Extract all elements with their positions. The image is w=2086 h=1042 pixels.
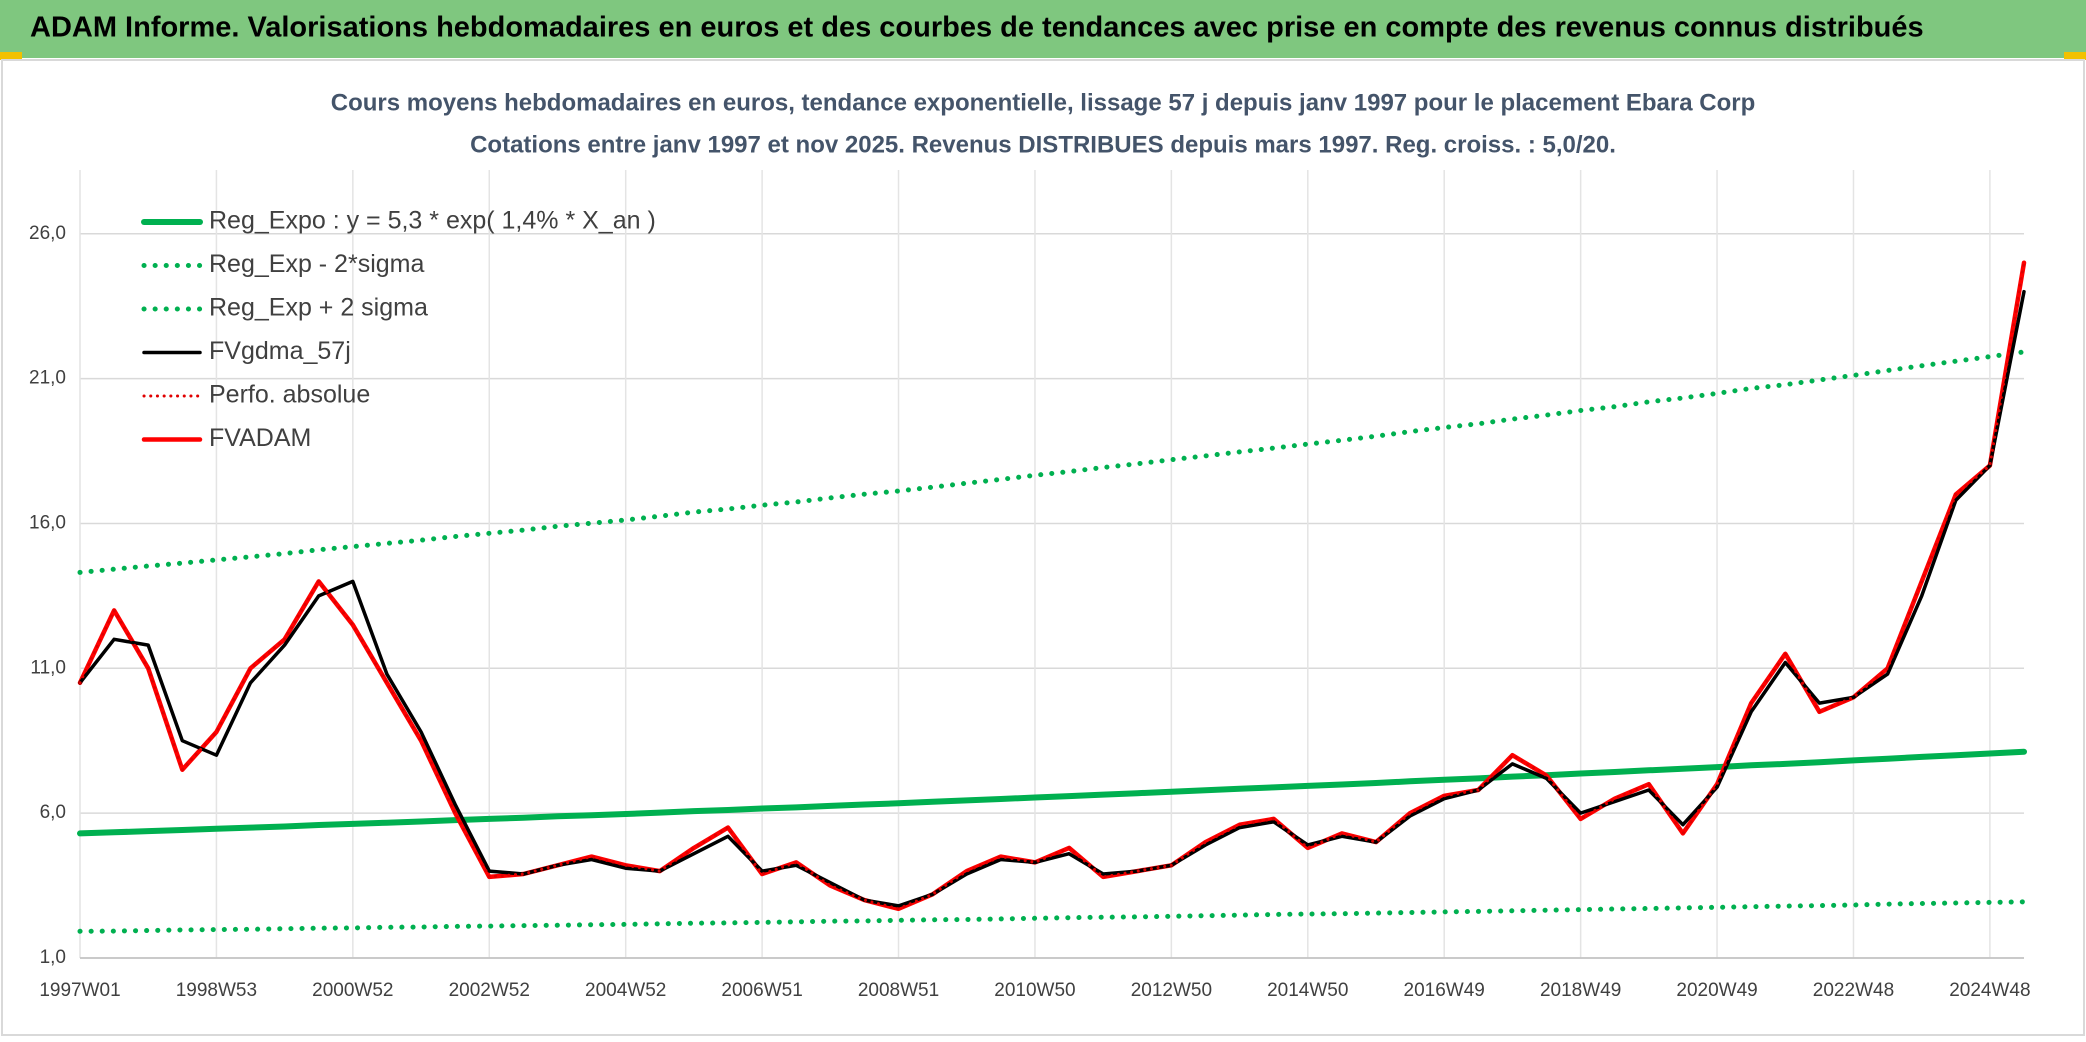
chart-border: [1, 59, 2085, 1036]
page-title: ADAM Informe. Valorisations hebdomadaire…: [30, 12, 1924, 44]
legend-label: FVADAM: [209, 424, 311, 452]
series-line: [78, 289, 2026, 908]
y-tick-label: 16,0: [29, 512, 66, 533]
chart-subtitle: Cours moyens hebdomadaires en euros, ten…: [331, 89, 1755, 116]
x-tick-label: 2008W51: [858, 980, 939, 1001]
x-tick-label: 1997W01: [39, 980, 120, 1001]
series-line: [78, 261, 2026, 911]
legend-label: Reg_Exp - 2*sigma: [209, 250, 424, 278]
legend-label: Reg_Expo : y = 5,3 * exp( 1,4% * X_an ): [209, 207, 656, 235]
series-line: [77, 349, 2027, 575]
x-tick-label: 2018W49: [1540, 980, 1621, 1001]
x-tick-label: 2016W49: [1404, 980, 1485, 1001]
x-tick-label: 2000W52: [312, 980, 393, 1001]
x-tick-label: 2002W52: [449, 980, 530, 1001]
corner-mark: [2064, 52, 2086, 60]
y-tick-label: 6,0: [40, 802, 66, 823]
y-tick-label: 11,0: [30, 657, 66, 678]
legend-label: FVgdma_57j: [209, 337, 351, 365]
title-banner: [0, 0, 2086, 58]
series-line: [77, 748, 2027, 837]
x-tick-label: 2006W51: [721, 980, 802, 1001]
corner-mark: [0, 52, 22, 60]
legend-label: Reg_Exp + 2 sigma: [209, 294, 428, 322]
series-line: [77, 899, 2027, 934]
x-tick-label: 1998W53: [176, 980, 257, 1001]
chart-subtitle: Cotations entre janv 1997 et nov 2025. R…: [470, 131, 1616, 158]
x-tick-label: 2024W48: [1949, 980, 2030, 1001]
x-tick-label: 2010W50: [994, 980, 1075, 1001]
x-tick-label: 2012W50: [1131, 980, 1212, 1001]
x-tick-label: 2020W49: [1676, 980, 1757, 1001]
x-tick-label: 2022W48: [1813, 980, 1894, 1001]
series-line: [77, 260, 2027, 912]
legend-label: Perfo. absolue: [209, 381, 370, 409]
x-tick-label: 2004W52: [585, 980, 666, 1001]
x-tick-label: 2014W50: [1267, 980, 1348, 1001]
y-tick-label: 1,0: [40, 947, 66, 968]
y-tick-label: 26,0: [29, 223, 66, 244]
y-tick-label: 21,0: [29, 368, 66, 389]
